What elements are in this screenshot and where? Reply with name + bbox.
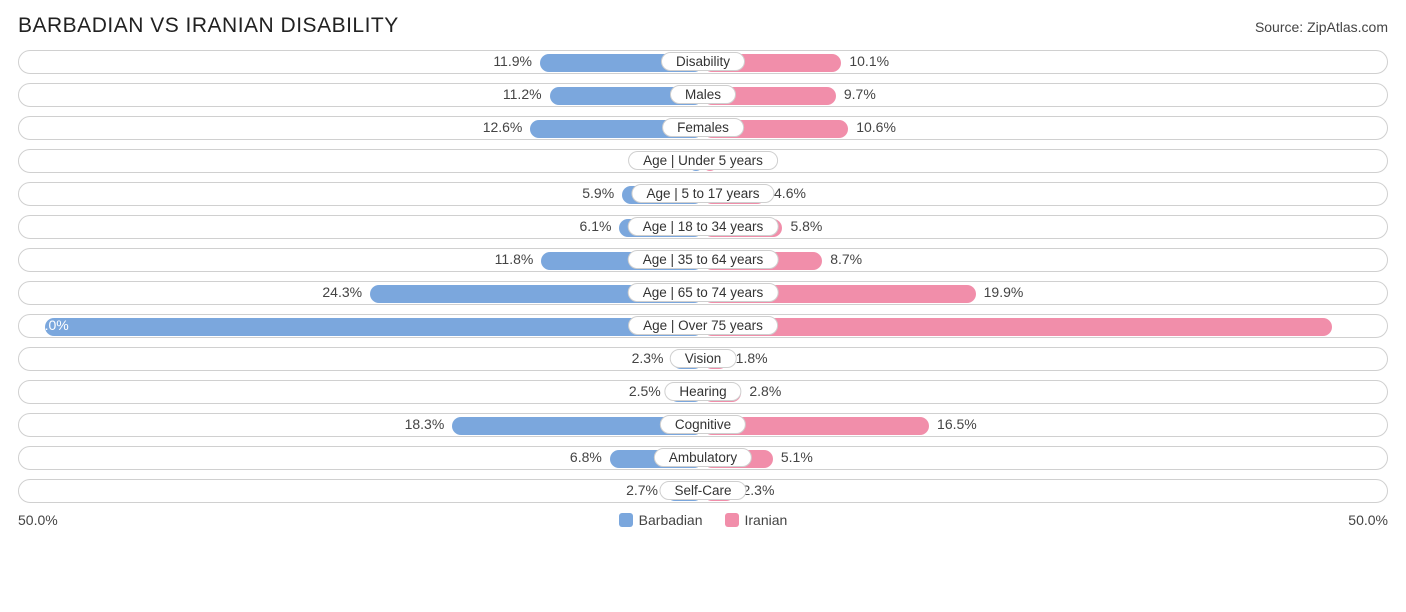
value-left: 2.3% bbox=[632, 350, 664, 366]
value-right: 45.9% bbox=[1337, 317, 1377, 333]
value-left: 12.6% bbox=[483, 119, 523, 135]
bar-right bbox=[703, 318, 1332, 336]
bar-row: 2.5% 2.8% Hearing bbox=[18, 380, 1388, 404]
axis-left-max: 50.0% bbox=[18, 512, 58, 528]
bar-row: 11.8% 8.7% Age | 35 to 64 years bbox=[18, 248, 1388, 272]
legend-item-left: Barbadian bbox=[619, 512, 703, 528]
category-label: Self-Care bbox=[659, 481, 746, 500]
bar-row: 2.7% 2.3%Self-Care bbox=[18, 479, 1388, 503]
legend-swatch-left bbox=[619, 513, 633, 527]
category-label: Age | 65 to 74 years bbox=[628, 283, 779, 302]
value-right: 8.7% bbox=[830, 251, 862, 267]
legend: Barbadian Iranian bbox=[619, 512, 788, 528]
bar-row: 24.3% 19.9% Age | 65 to 74 years bbox=[18, 281, 1388, 305]
value-left: 11.2% bbox=[503, 86, 542, 102]
category-label: Cognitive bbox=[660, 415, 746, 434]
diverging-bar-chart: 11.9%10.1%Disability11.2%9.7%Males12.6%1… bbox=[18, 50, 1388, 503]
value-right: 4.6% bbox=[774, 185, 806, 201]
bar-row: 6.1% 5.8% Age | 18 to 34 years bbox=[18, 215, 1388, 239]
legend-swatch-right bbox=[725, 513, 739, 527]
value-right: 2.8% bbox=[749, 383, 781, 399]
category-label: Age | 5 to 17 years bbox=[631, 184, 774, 203]
chart-title: BARBADIAN VS IRANIAN DISABILITY bbox=[18, 14, 399, 38]
value-left: 2.5% bbox=[629, 383, 661, 399]
value-right: 9.7% bbox=[844, 86, 876, 102]
category-label: Males bbox=[670, 85, 736, 104]
value-left: 6.8% bbox=[570, 449, 602, 465]
source-attribution: Source: ZipAtlas.com bbox=[1255, 19, 1388, 35]
value-right: 1.8% bbox=[736, 350, 768, 366]
value-right: 10.6% bbox=[856, 119, 896, 135]
value-right: 16.5% bbox=[937, 416, 977, 432]
value-left: 5.9% bbox=[582, 185, 614, 201]
category-label: Age | Under 5 years bbox=[628, 151, 778, 170]
value-right: 5.1% bbox=[781, 449, 813, 465]
bar-row: 2.3% 1.8%Vision bbox=[18, 347, 1388, 371]
value-left: 11.8% bbox=[495, 251, 534, 267]
category-label: Ambulatory bbox=[654, 448, 752, 467]
value-left: 11.9% bbox=[493, 53, 532, 69]
bar-row: 48.0% 45.9% Age | Over 75 years bbox=[18, 314, 1388, 338]
bar-row: 5.9% 4.6%Age | 5 to 17 years bbox=[18, 182, 1388, 206]
bar-row: 11.9% 10.1% Disability bbox=[18, 50, 1388, 74]
bar-row: 18.3% 16.5% Cognitive bbox=[18, 413, 1388, 437]
category-label: Females bbox=[662, 118, 744, 137]
value-right: 19.9% bbox=[984, 284, 1024, 300]
category-label: Disability bbox=[661, 52, 745, 71]
bar-left bbox=[45, 318, 703, 336]
bar-row: 1.0%1.0%Age | Under 5 years bbox=[18, 149, 1388, 173]
value-right: 2.3% bbox=[743, 482, 775, 498]
legend-label-left: Barbadian bbox=[639, 512, 703, 528]
category-label: Age | 18 to 34 years bbox=[628, 217, 779, 236]
legend-label-right: Iranian bbox=[745, 512, 788, 528]
value-left: 6.1% bbox=[580, 218, 612, 234]
category-label: Hearing bbox=[664, 382, 741, 401]
axis-right-max: 50.0% bbox=[1348, 512, 1388, 528]
bar-row: 11.2% 9.7% Males bbox=[18, 83, 1388, 107]
value-left: 24.3% bbox=[322, 284, 362, 300]
value-left: 18.3% bbox=[405, 416, 445, 432]
category-label: Age | Over 75 years bbox=[628, 316, 778, 335]
value-right: 10.1% bbox=[849, 53, 889, 69]
bar-row: 12.6% 10.6% Females bbox=[18, 116, 1388, 140]
category-label: Age | 35 to 64 years bbox=[628, 250, 779, 269]
value-left: 48.0% bbox=[29, 317, 69, 333]
value-left: 2.7% bbox=[626, 482, 658, 498]
legend-item-right: Iranian bbox=[725, 512, 788, 528]
category-label: Vision bbox=[670, 349, 737, 368]
value-right: 5.8% bbox=[790, 218, 822, 234]
bar-row: 6.8% 5.1% Ambulatory bbox=[18, 446, 1388, 470]
